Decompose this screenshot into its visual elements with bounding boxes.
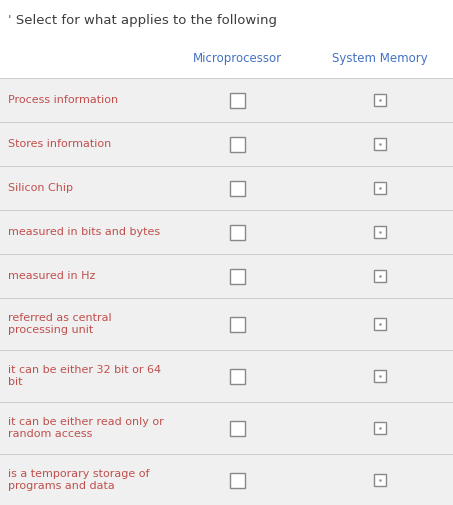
Bar bbox=[374, 370, 386, 382]
Text: Process information: Process information bbox=[8, 95, 118, 105]
Bar bbox=[0, 254, 453, 298]
Bar bbox=[0, 402, 453, 454]
Bar bbox=[0, 122, 453, 166]
Bar bbox=[230, 317, 245, 331]
Bar bbox=[230, 180, 245, 195]
Bar bbox=[374, 422, 386, 434]
Bar bbox=[230, 473, 245, 487]
Text: measured in bits and bytes: measured in bits and bytes bbox=[8, 227, 160, 237]
Bar bbox=[0, 454, 453, 505]
Text: System Memory: System Memory bbox=[332, 52, 428, 65]
Text: Silicon Chip: Silicon Chip bbox=[8, 183, 73, 193]
Bar bbox=[230, 92, 245, 108]
Bar bbox=[230, 421, 245, 435]
Text: it can be either 32 bit or 64
bit: it can be either 32 bit or 64 bit bbox=[8, 365, 161, 387]
Bar bbox=[0, 78, 453, 122]
Bar bbox=[0, 210, 453, 254]
Bar bbox=[374, 474, 386, 486]
Bar bbox=[374, 226, 386, 238]
Bar bbox=[0, 350, 453, 402]
Bar bbox=[230, 269, 245, 283]
Text: Stores information: Stores information bbox=[8, 139, 111, 149]
Bar bbox=[374, 182, 386, 194]
Text: ˈ Select for what applies to the following: ˈ Select for what applies to the followi… bbox=[8, 14, 277, 27]
Text: Microprocessor: Microprocessor bbox=[193, 52, 282, 65]
Text: measured in Hz: measured in Hz bbox=[8, 271, 96, 281]
Text: referred as central
processing unit: referred as central processing unit bbox=[8, 313, 111, 335]
Bar bbox=[230, 136, 245, 152]
Bar bbox=[0, 298, 453, 350]
Text: is a temporary storage of
programs and data: is a temporary storage of programs and d… bbox=[8, 469, 149, 491]
Bar bbox=[374, 318, 386, 330]
Bar bbox=[230, 369, 245, 383]
Bar bbox=[374, 138, 386, 150]
Text: it can be either read only or
random access: it can be either read only or random acc… bbox=[8, 417, 164, 439]
Bar bbox=[374, 94, 386, 106]
Bar bbox=[374, 270, 386, 282]
Bar bbox=[0, 166, 453, 210]
Bar bbox=[230, 225, 245, 239]
